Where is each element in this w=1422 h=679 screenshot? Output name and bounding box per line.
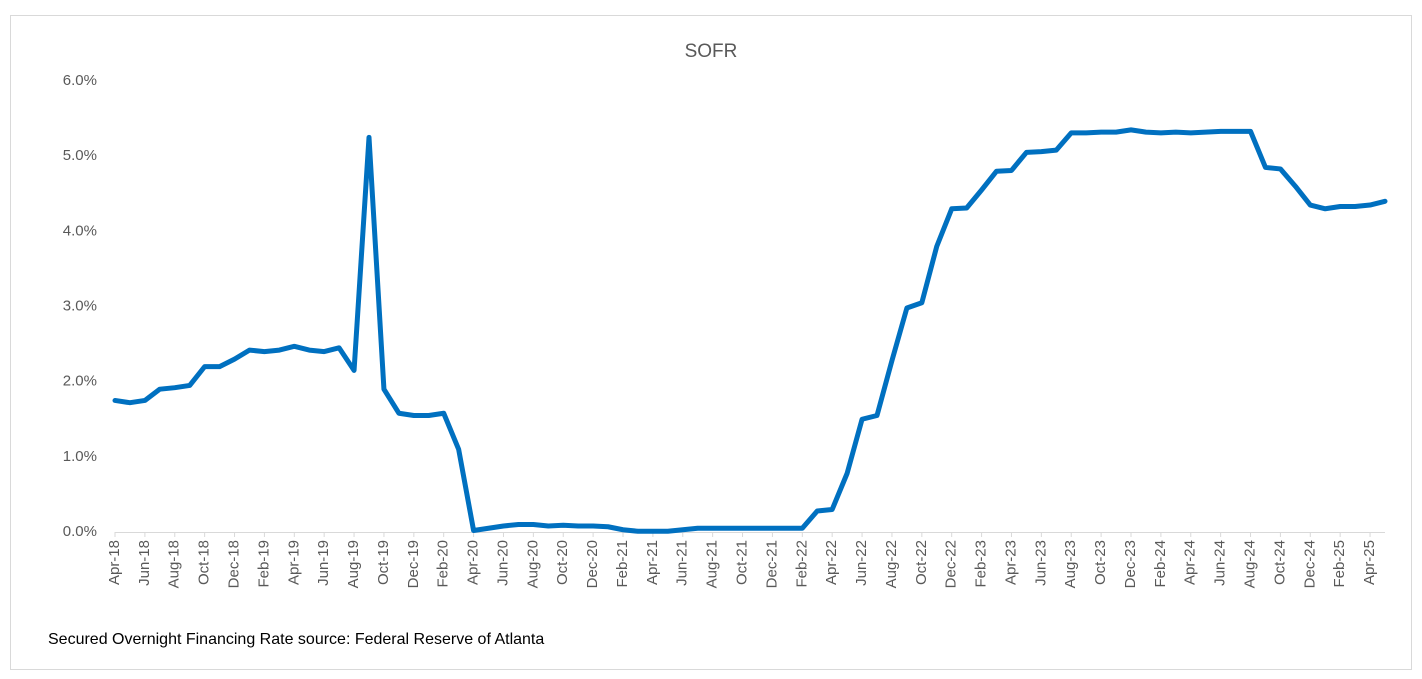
x-tick-label: Jun-23 [1032, 540, 1049, 586]
y-tick-label: 4.0% [63, 222, 97, 239]
x-tick-label: Oct-21 [733, 540, 750, 585]
x-tick-label: Apr-21 [644, 540, 661, 585]
source-note: Secured Overnight Financing Rate source:… [48, 631, 544, 648]
x-tick-label: Aug-20 [524, 540, 541, 588]
x-tick-label: Jun-19 [315, 540, 332, 586]
x-tick-label: Feb-23 [973, 540, 990, 588]
x-tick-label: Dec-21 [763, 540, 780, 588]
x-tick-label: Feb-19 [255, 540, 272, 588]
y-tick-label: 5.0% [63, 147, 97, 164]
x-tick-label: Feb-22 [793, 540, 810, 588]
x-tick-label: Aug-19 [345, 540, 362, 588]
x-tick-label: Oct-24 [1271, 540, 1288, 585]
x-tick-label: Dec-19 [405, 540, 422, 588]
y-tick-label: 0.0% [63, 523, 97, 540]
x-tick-label: Aug-18 [166, 540, 183, 588]
x-tick-label: Oct-22 [913, 540, 930, 585]
x-tick-label: Dec-20 [584, 540, 601, 588]
x-tick-label: Apr-20 [465, 540, 482, 585]
x-tick-label: Aug-23 [1062, 540, 1079, 588]
x-tick-label: Jun-20 [494, 540, 511, 586]
x-tick-label: Apr-22 [823, 540, 840, 585]
x-tick-label: Jun-22 [853, 540, 870, 586]
x-tick-label: Apr-23 [1002, 540, 1019, 585]
x-tick-label: Apr-24 [1182, 540, 1199, 585]
x-tick-label: Jun-21 [674, 540, 691, 586]
x-tick-label: Jun-24 [1212, 540, 1229, 586]
x-tick-label: Apr-18 [106, 540, 123, 585]
y-tick-label: 1.0% [63, 448, 97, 465]
x-tick-label: Feb-20 [435, 540, 452, 588]
x-tick-label: Feb-25 [1331, 540, 1348, 588]
data-line [112, 127, 1388, 534]
x-tick-label: Oct-19 [375, 540, 392, 585]
x-tick-label: Dec-23 [1122, 540, 1139, 588]
x-tick-label: Oct-23 [1092, 540, 1109, 585]
x-tick-label: Jun-18 [136, 540, 153, 586]
x-tick-label: Dec-18 [225, 540, 242, 588]
y-tick-label: 2.0% [63, 373, 97, 390]
x-tick-label: Oct-20 [554, 540, 571, 585]
y-tick-label: 3.0% [63, 297, 97, 314]
x-tick-label: Feb-21 [614, 540, 631, 588]
x-tick-label: Feb-24 [1152, 540, 1169, 588]
x-tick-label: Apr-19 [285, 540, 302, 585]
chart-title: SOFR [685, 41, 738, 62]
x-tick-label: Aug-21 [704, 540, 721, 588]
x-tick-label: Dec-24 [1301, 540, 1318, 588]
chart-frame [10, 15, 1412, 670]
x-tick-label: Aug-24 [1241, 540, 1258, 588]
x-tick-label: Apr-25 [1361, 540, 1378, 585]
x-tick-label: Aug-22 [883, 540, 900, 588]
x-tick-label: Oct-18 [196, 540, 213, 585]
x-tick-label: Dec-22 [943, 540, 960, 588]
y-tick-label: 6.0% [63, 72, 97, 89]
